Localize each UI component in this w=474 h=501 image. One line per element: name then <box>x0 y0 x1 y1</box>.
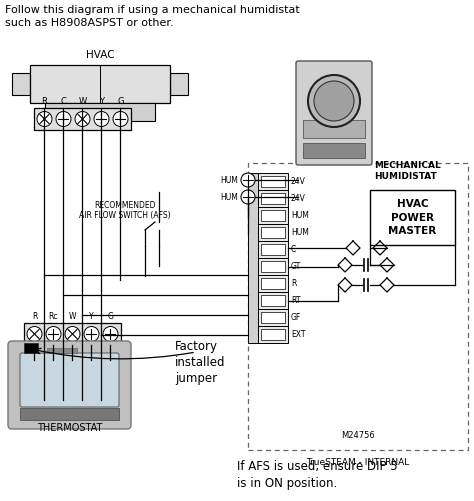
FancyBboxPatch shape <box>8 341 131 429</box>
Bar <box>258 173 288 190</box>
Bar <box>30 65 170 103</box>
Text: 24V: 24V <box>291 177 306 186</box>
Bar <box>258 309 288 326</box>
Text: C: C <box>61 97 66 106</box>
Bar <box>34 108 131 130</box>
Bar <box>261 193 285 204</box>
Text: HUM: HUM <box>220 175 238 184</box>
Circle shape <box>27 327 42 342</box>
Text: M24756: M24756 <box>341 431 375 440</box>
Text: G: G <box>108 312 113 321</box>
Bar <box>258 275 288 292</box>
Text: C: C <box>291 245 296 254</box>
Text: G: G <box>117 97 124 106</box>
Circle shape <box>113 112 128 126</box>
Text: GF: GF <box>291 313 301 322</box>
Text: If AFS is used, ensure DIP 5
is in ON position.: If AFS is used, ensure DIP 5 is in ON po… <box>237 460 398 490</box>
Circle shape <box>75 112 90 126</box>
Bar <box>261 295 285 306</box>
Circle shape <box>65 327 80 342</box>
Circle shape <box>314 81 354 121</box>
FancyBboxPatch shape <box>296 61 372 165</box>
Circle shape <box>241 173 255 187</box>
Text: R: R <box>32 312 37 321</box>
Bar <box>258 258 288 275</box>
Text: 24V: 24V <box>291 194 306 203</box>
Circle shape <box>103 327 118 342</box>
Circle shape <box>56 112 71 126</box>
Bar <box>248 173 258 343</box>
Bar <box>12 73 30 95</box>
Bar <box>258 326 288 343</box>
Text: RT: RT <box>291 296 301 305</box>
Circle shape <box>308 75 360 127</box>
Text: GT: GT <box>291 262 301 271</box>
Bar <box>261 227 285 238</box>
Text: TrueSTEAM - INTERNAL: TrueSTEAM - INTERNAL <box>306 458 410 467</box>
Bar <box>20 408 119 420</box>
Bar <box>170 73 188 95</box>
Bar <box>261 244 285 255</box>
Bar <box>261 176 285 187</box>
FancyBboxPatch shape <box>20 353 119 407</box>
Text: EXT: EXT <box>291 330 306 339</box>
Bar <box>24 343 38 353</box>
Bar <box>261 261 285 272</box>
Bar <box>258 224 288 241</box>
Bar <box>258 292 288 309</box>
Text: W: W <box>69 312 76 321</box>
Text: Y: Y <box>89 312 94 321</box>
Bar <box>303 120 365 138</box>
Bar <box>258 190 288 207</box>
Circle shape <box>37 112 52 126</box>
Text: THERMOSTAT: THERMOSTAT <box>37 423 102 433</box>
Bar <box>370 190 455 245</box>
Bar <box>261 278 285 289</box>
Text: HVAC
POWER
MASTER: HVAC POWER MASTER <box>388 199 437 235</box>
Bar <box>24 323 121 345</box>
Text: Factory
installed
jumper: Factory installed jumper <box>175 340 226 385</box>
Text: HVAC: HVAC <box>86 50 114 60</box>
Circle shape <box>46 327 61 342</box>
Bar <box>248 163 468 450</box>
Text: Follow this diagram if using a mechanical humidistat
such as H8908ASPST or other: Follow this diagram if using a mechanica… <box>5 5 300 28</box>
Bar <box>258 241 288 258</box>
Text: HUM: HUM <box>291 228 309 237</box>
Bar <box>261 312 285 323</box>
Circle shape <box>84 327 99 342</box>
Text: R: R <box>42 97 47 106</box>
Text: HUM: HUM <box>291 211 309 220</box>
Circle shape <box>94 112 109 126</box>
Text: MECHANICAL
HUMIDISTAT: MECHANICAL HUMIDISTAT <box>374 161 441 181</box>
Bar <box>303 143 365 158</box>
Circle shape <box>241 190 255 204</box>
Bar <box>45 103 155 121</box>
Bar <box>261 329 285 340</box>
Text: HUM: HUM <box>220 192 238 201</box>
Bar <box>258 207 288 224</box>
Text: Rc: Rc <box>49 312 58 321</box>
Text: Y: Y <box>99 97 104 106</box>
Text: R: R <box>291 279 296 288</box>
Bar <box>47 348 77 353</box>
Text: RECOMMENDED
AIR FLOW SWITCH (AFS): RECOMMENDED AIR FLOW SWITCH (AFS) <box>79 200 171 220</box>
Bar <box>261 210 285 221</box>
Text: W: W <box>78 97 87 106</box>
